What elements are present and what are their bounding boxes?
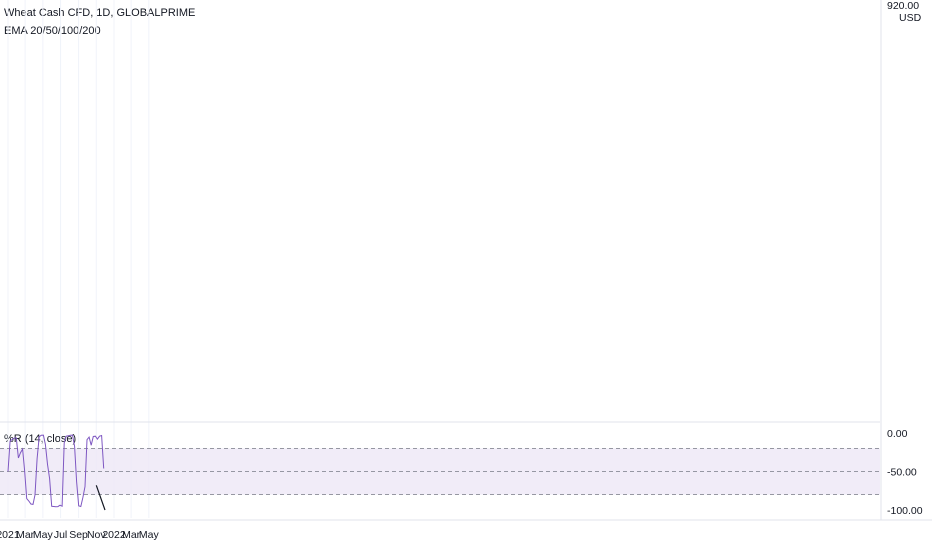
divergence-line	[95, 485, 106, 511]
date-tick-label: Sep	[69, 529, 88, 541]
williams-r-line	[7, 434, 105, 508]
date-tick-label: Jul	[54, 529, 67, 541]
ema-legend[interactable]: EMA 20/50/100/200	[4, 25, 101, 37]
date-tick-label: May	[139, 529, 160, 541]
chart-header: Wheat Cash CFD, 1D, GLOBALPRIME EMA 20/5…	[4, 4, 195, 40]
date-tick-label: Mar	[122, 529, 141, 541]
oscillator-label[interactable]: %R (14, close)	[4, 433, 77, 445]
price-axis-top-label: 920.00	[887, 0, 919, 12]
oscillator-tick-label: -100.00	[887, 505, 923, 517]
williams-r-band	[0, 448, 880, 495]
date-tick-label: Mar	[16, 529, 35, 541]
price-axis-currency: USD	[899, 12, 922, 24]
oscillator-tick-label: 0.00	[887, 428, 908, 440]
grid	[0, 0, 932, 521]
date-tick-label: 2022	[102, 529, 126, 541]
date-tick-label: 2021	[0, 529, 20, 541]
symbol-title[interactable]: Wheat Cash CFD, 1D, GLOBALPRIME	[4, 7, 196, 19]
oscillator-tick-label: -50.00	[887, 467, 917, 479]
date-tick-label: May	[33, 529, 54, 541]
oscillator-layer	[0, 434, 880, 511]
date-tick-label: Nov	[87, 529, 106, 541]
